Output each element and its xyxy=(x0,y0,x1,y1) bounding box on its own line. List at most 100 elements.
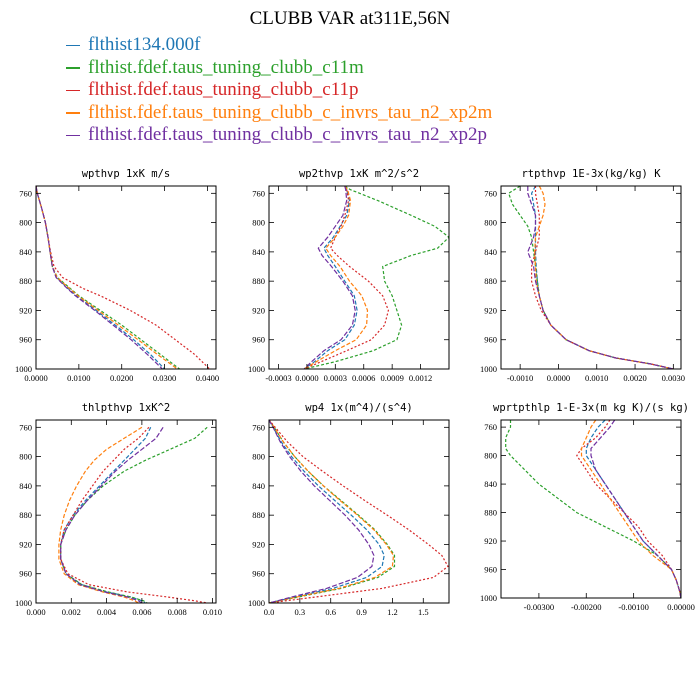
y-tick-label: 760 xyxy=(252,422,265,432)
y-tick-label: 920 xyxy=(19,539,32,549)
y-tick-label: 840 xyxy=(19,247,32,257)
series-group xyxy=(303,186,449,369)
panel-title: rtpthvp 1E-3x(kg/kg) K xyxy=(521,168,661,180)
y-tick-label: 840 xyxy=(19,481,32,491)
x-tick-label: 0.004 xyxy=(97,607,117,617)
y-tick-label: 800 xyxy=(484,218,497,228)
panel-frame xyxy=(500,419,682,599)
figure-title: CLUBB VAR at311E,56N xyxy=(249,8,451,29)
series-line-2 xyxy=(36,186,180,369)
series-line-2 xyxy=(507,186,674,369)
x-tick-label: 0.9 xyxy=(356,607,367,617)
series-line-1 xyxy=(303,186,358,369)
series-line-1 xyxy=(585,420,681,598)
y-tick-label: 880 xyxy=(19,510,32,520)
x-tick-label: 0.0 xyxy=(264,607,275,617)
panel-frame xyxy=(500,185,682,370)
panel-frame xyxy=(35,419,217,604)
series-line-1 xyxy=(269,420,385,603)
panel-1: wpthvp 1xK m/s 760 800 840 880 920 960 10000.00… xyxy=(15,168,219,383)
legend-label: flthist.fdef.taus_tuning_clubb_c_invrs_t… xyxy=(88,101,493,123)
series-line-2 xyxy=(269,420,396,603)
legend-entry: flthist.fdef.taus_tuning_clubb_c_invrs_t… xyxy=(66,102,492,125)
panel-6: wprtpthlp 1-E-3x(m kg K)/(s kg) 760 800 840… xyxy=(480,402,695,612)
series-line-2 xyxy=(505,420,681,598)
x-tick-label: 0.00000 xyxy=(667,602,695,612)
series-line-5 xyxy=(303,186,356,369)
x-tick-label: 0.0003 xyxy=(324,373,347,383)
x-tick-label: 0.0000 xyxy=(295,373,318,383)
panel-5: wp4 1x(m^4)/(s^4)76080084088092096010000… xyxy=(248,402,450,617)
y-tick-label: 1000 xyxy=(480,364,497,374)
series-line-3 xyxy=(530,186,674,369)
legend-swatch xyxy=(66,44,80,47)
series-group xyxy=(36,186,211,369)
x-tick-label: 0.0300 xyxy=(153,373,176,383)
y-tick-label: 840 xyxy=(252,481,265,491)
legend-entry: flthist.fdef.taus_tuning_clubb_c11m xyxy=(66,57,492,80)
y-tick-label: 920 xyxy=(252,539,265,549)
y-tick-label: 760 xyxy=(19,422,32,432)
panel-2: wp2thvp 1xK m^2/s^2 760 800 840 880 920 960 100… xyxy=(248,168,450,383)
y-tick-label: 840 xyxy=(484,247,497,257)
panel-title: wprtpthlp 1-E-3x(m kg K)/(s kg) xyxy=(493,402,689,414)
x-tick-label: 0.6 xyxy=(325,607,336,617)
y-tick-label: 800 xyxy=(19,218,32,228)
x-tick-label: -0.0003 xyxy=(265,373,291,383)
x-tick-label: -0.00200 xyxy=(571,602,601,612)
legend: flthist134.000f flthist.fdef.taus_tuning_… xyxy=(66,34,492,147)
x-tick-label: -0.0010 xyxy=(507,373,533,383)
series-line-5 xyxy=(590,420,681,598)
series-line-4 xyxy=(269,420,395,603)
legend-label: flthist.fdef.taus_tuning_clubb_c_invrs_t… xyxy=(88,124,487,145)
y-tick-label: 880 xyxy=(252,276,265,286)
x-tick-label: 0.0000 xyxy=(547,373,570,383)
y-tick-label: 960 xyxy=(484,565,497,575)
x-tick-label: 0.0010 xyxy=(585,373,608,383)
x-tick-label: 0.0012 xyxy=(409,373,432,383)
series-line-4 xyxy=(534,186,674,369)
series-line-2 xyxy=(303,186,449,369)
panel-title: wp4 1x(m^4)/(s^4) xyxy=(305,402,412,414)
series-line-5 xyxy=(36,186,163,369)
x-tick-label: 0.010 xyxy=(203,607,222,617)
y-tick-label: 800 xyxy=(252,218,265,228)
series-group xyxy=(505,420,681,598)
y-tick-label: 760 xyxy=(19,188,32,198)
x-tick-label: 0.0006 xyxy=(352,373,375,383)
y-tick-label: 800 xyxy=(484,451,497,461)
y-tick-label: 880 xyxy=(19,276,32,286)
y-tick-label: 760 xyxy=(484,188,497,198)
legend-swatch xyxy=(66,89,80,92)
y-tick-label: 840 xyxy=(252,247,265,257)
series-line-2 xyxy=(60,426,208,603)
x-tick-label: -0.00300 xyxy=(524,602,554,612)
legend-entry: flthist134.000f xyxy=(66,34,492,57)
series-line-4 xyxy=(580,420,681,598)
x-tick-label: 1.2 xyxy=(387,607,398,617)
x-tick-label: 0.3 xyxy=(295,607,306,617)
y-tick-label: 960 xyxy=(484,335,497,345)
series-line-3 xyxy=(576,420,681,598)
legend-label: flthist134.000f xyxy=(88,34,201,55)
y-tick-label: 760 xyxy=(484,422,497,432)
series-line-3 xyxy=(303,186,390,369)
y-tick-label: 1000 xyxy=(248,598,265,608)
series-line-5 xyxy=(527,186,674,369)
x-tick-label: 0.0009 xyxy=(380,373,403,383)
series-group xyxy=(269,420,449,603)
legend-label: flthist.fdef.taus_tuning_clubb_c11m xyxy=(88,56,364,78)
series-group xyxy=(507,186,674,369)
x-tick-label: 0.0020 xyxy=(623,373,646,383)
panel-title: wp2thvp 1xK m^2/s^2 xyxy=(299,168,419,180)
y-tick-label: 880 xyxy=(484,508,497,518)
panel-frame xyxy=(268,419,450,604)
x-tick-label: 0.000 xyxy=(26,607,45,617)
y-tick-label: 960 xyxy=(19,569,32,579)
series-group xyxy=(58,426,208,603)
y-tick-label: 880 xyxy=(252,510,265,520)
x-tick-label: 0.006 xyxy=(132,607,151,617)
y-tick-label: 920 xyxy=(252,305,265,315)
x-tick-label: 0.002 xyxy=(62,607,81,617)
